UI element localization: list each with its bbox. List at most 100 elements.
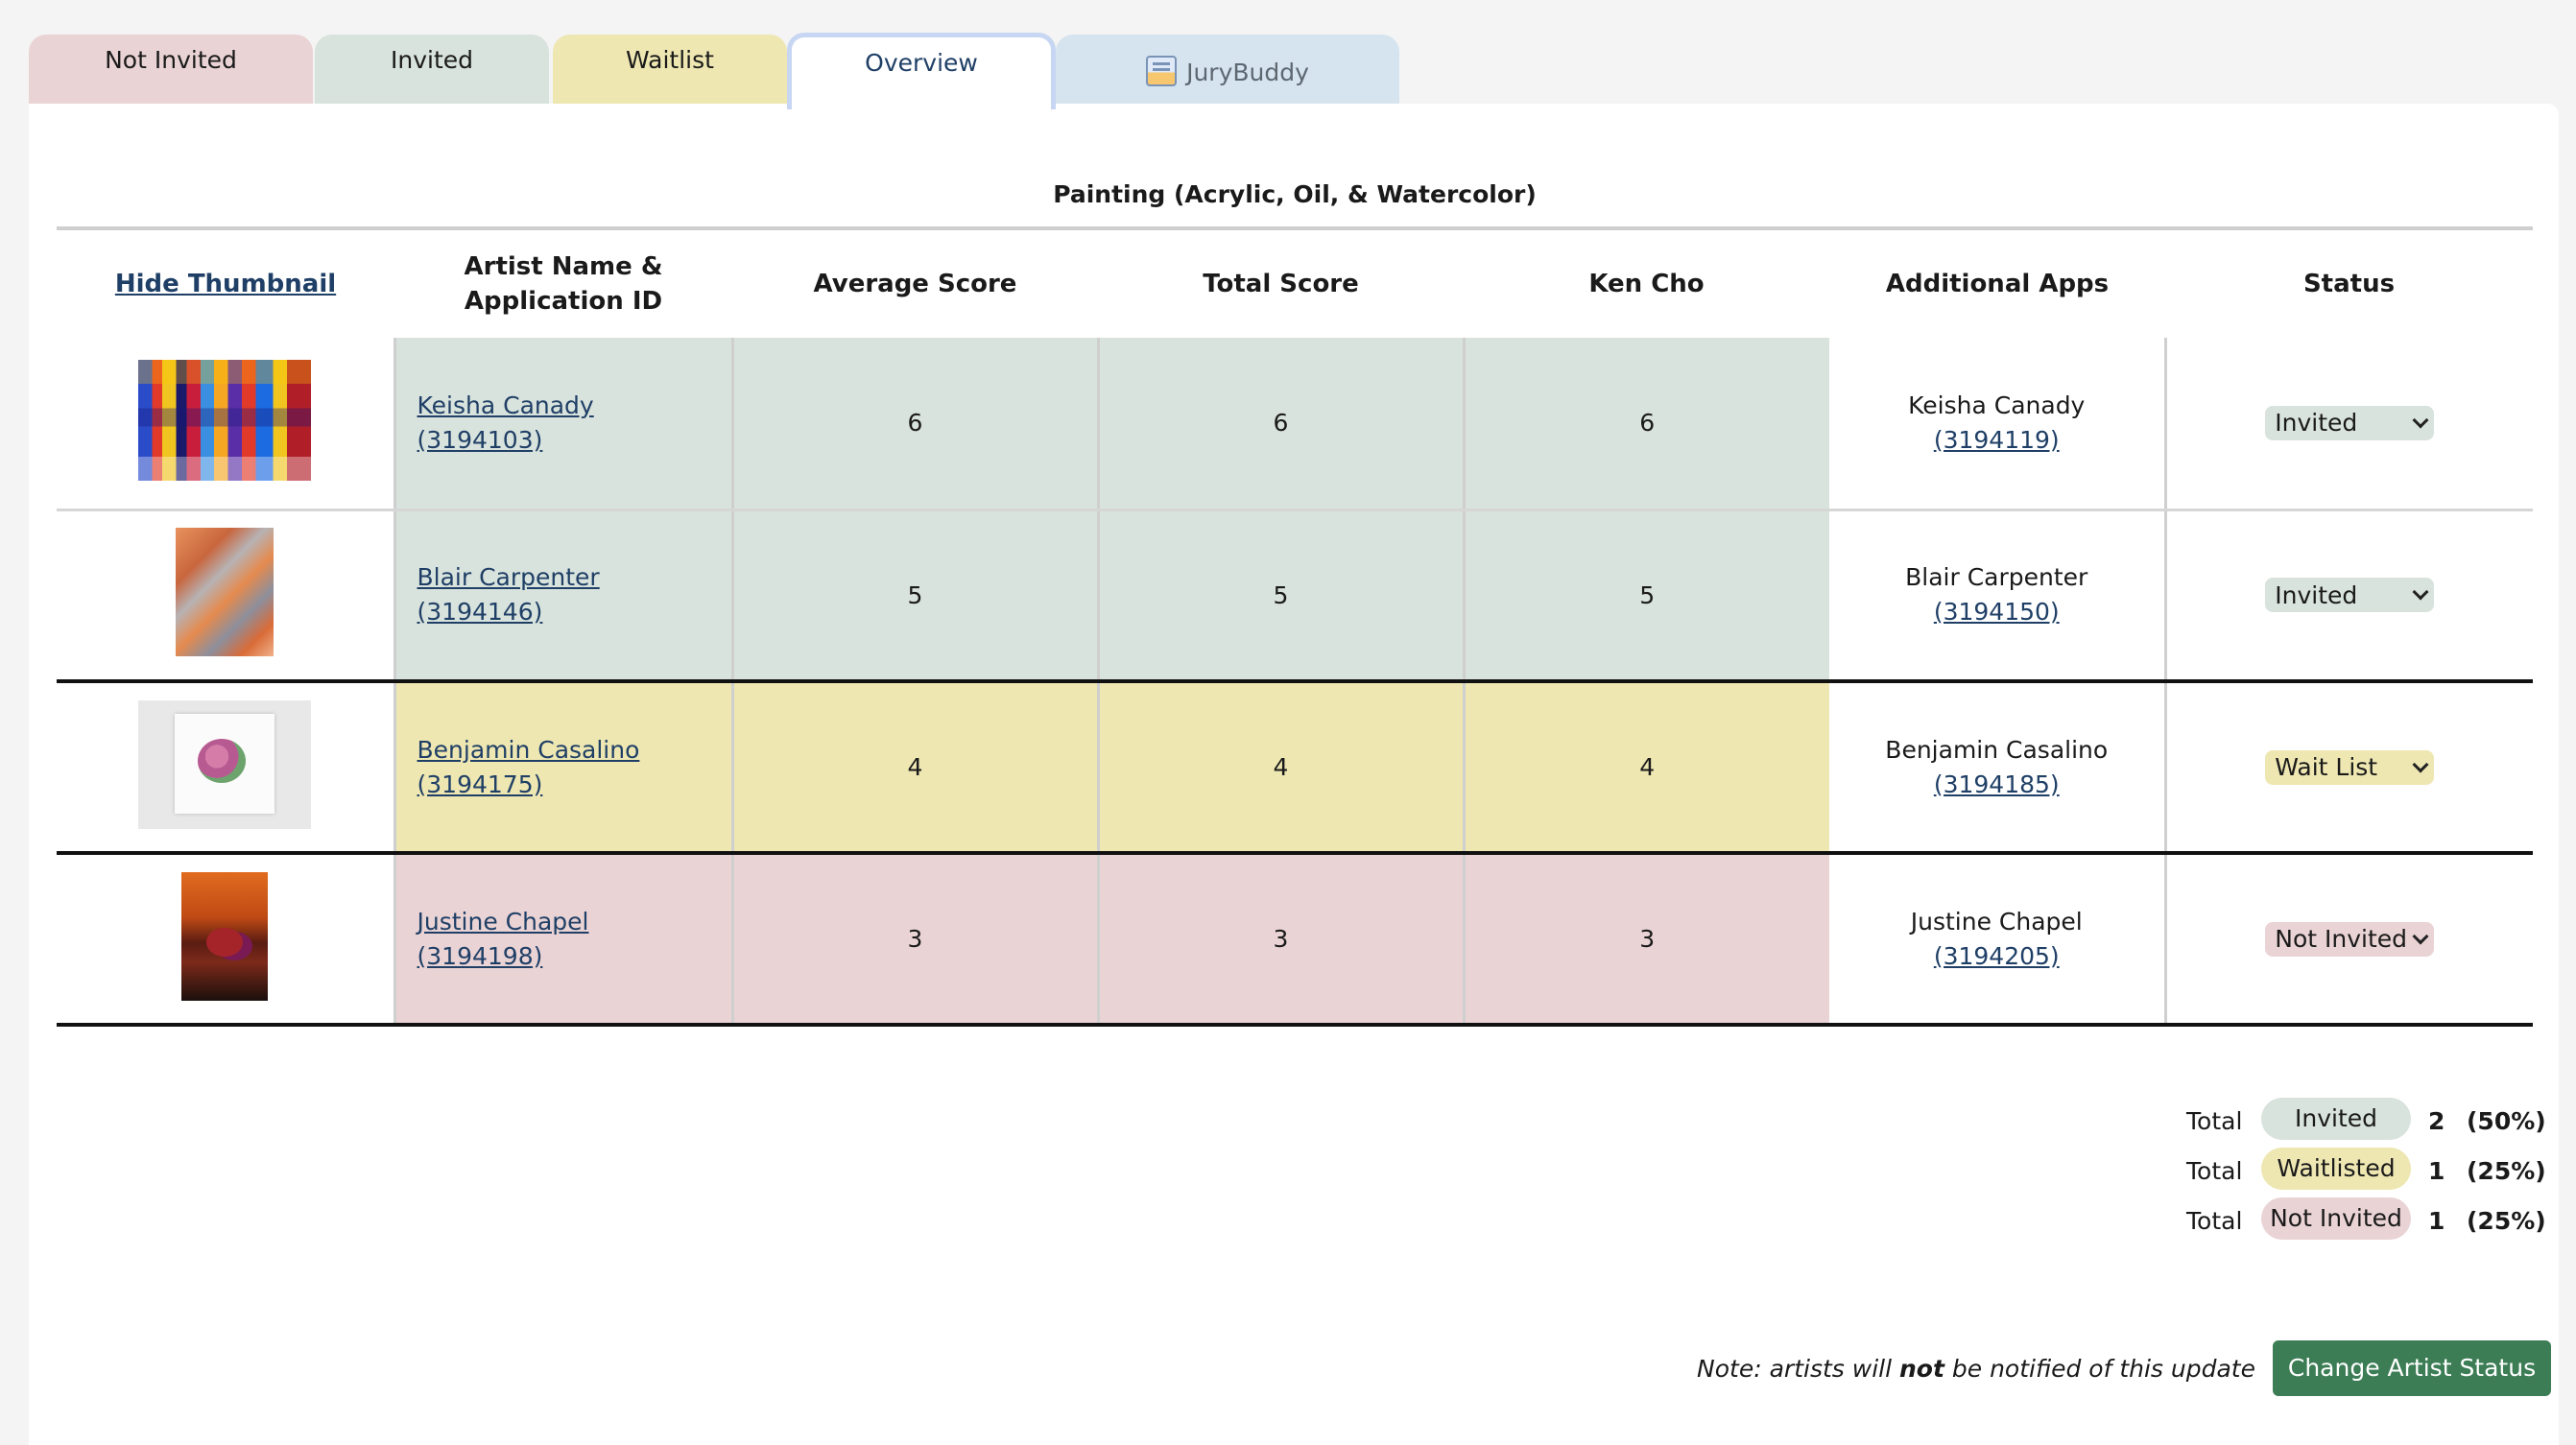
- thumbnail-cell: [57, 338, 394, 511]
- invited-badge: Invited: [2261, 1098, 2411, 1140]
- tab-jurybuddy[interactable]: JuryBuddy: [1056, 35, 1399, 104]
- artist-name-link[interactable]: Justine Chapel: [417, 907, 589, 936]
- status-totals: Total Invited 2 (50%) Total Waitlisted 1…: [2140, 1098, 2563, 1247]
- additional-app-name: Benjamin Casalino: [1885, 735, 2109, 764]
- tab-invited[interactable]: Invited: [315, 35, 549, 104]
- status-cell: Wait List: [2163, 681, 2533, 855]
- status-dropdown[interactable]: Invited: [2265, 405, 2435, 440]
- additional-app-link[interactable]: (3194205): [1933, 941, 2060, 970]
- header-status: Status: [2165, 226, 2533, 338]
- additional-app-name: Blair Carpenter: [1905, 563, 2088, 592]
- application-id-link[interactable]: (3194175): [417, 770, 543, 798]
- header-average-score: Average Score: [732, 226, 1098, 338]
- additional-app-link[interactable]: (3194119): [1933, 425, 2060, 454]
- juror-score: 6: [1462, 338, 1829, 511]
- application-id-link[interactable]: (3194146): [417, 598, 543, 627]
- tab-not-invited[interactable]: Not Invited: [29, 35, 313, 104]
- invited-percent: (50%): [2467, 1107, 2546, 1135]
- not-invited-percent: (25%): [2467, 1207, 2546, 1235]
- artist-cell: Blair Carpenter (3194146): [393, 509, 732, 683]
- artwork-thumbnail[interactable]: [138, 699, 312, 829]
- chevron-down-icon: [2412, 412, 2429, 429]
- tab-waitlist[interactable]: Waitlist: [553, 35, 787, 104]
- note-emphasis: not: [1898, 1355, 1944, 1383]
- total-not-invited-row: Total Not Invited 1 (25%): [2140, 1197, 2563, 1247]
- waitlisted-percent: (25%): [2467, 1157, 2546, 1185]
- header-juror: Ken Cho: [1464, 226, 1829, 338]
- hide-thumbnail-link[interactable]: Hide Thumbnail: [114, 270, 337, 298]
- application-id-link[interactable]: (3194198): [417, 941, 543, 970]
- additional-app-link[interactable]: (3194150): [1933, 598, 2060, 627]
- status-value: Wait List: [2275, 753, 2378, 781]
- artwork-thumbnail[interactable]: [138, 359, 312, 481]
- artist-cell: Keisha Canady (3194103): [393, 338, 732, 511]
- total-label: Total: [2186, 1107, 2243, 1135]
- change-artist-status-button[interactable]: Change Artist Status: [2273, 1340, 2551, 1396]
- additional-app-link[interactable]: (3194185): [1933, 770, 2060, 798]
- juror-score: 4: [1462, 681, 1829, 855]
- status-dropdown[interactable]: Wait List: [2265, 749, 2435, 785]
- total-waitlisted-row: Total Waitlisted 1 (25%): [2140, 1148, 2563, 1197]
- status-cell: Not Invited: [2163, 853, 2533, 1027]
- chevron-down-icon: [2412, 583, 2429, 601]
- juror-score: 5: [1462, 509, 1829, 683]
- total-invited-row: Total Invited 2 (50%): [2140, 1098, 2563, 1148]
- scores-table: Hide Thumbnail Artist Name & Application …: [57, 226, 2533, 1027]
- thumbnail-cell: [57, 853, 394, 1027]
- header-artist-line2: Application ID: [464, 287, 663, 316]
- table-row: Benjamin Casalino (3194175) 4 4 4 Benjami…: [57, 681, 2533, 855]
- artist-cell: Justine Chapel (3194198): [393, 853, 732, 1027]
- status-value: Not Invited: [2275, 925, 2408, 953]
- header-additional-apps: Additional Apps: [1829, 226, 2165, 338]
- total-label: Total: [2186, 1157, 2243, 1185]
- note-suffix: be notified of this update: [1944, 1355, 2255, 1383]
- thumbnail-cell: [57, 681, 394, 855]
- juror-score: 3: [1462, 853, 1829, 1027]
- status-value: Invited: [2275, 580, 2358, 609]
- tab-overview[interactable]: Overview: [787, 33, 1056, 109]
- status-dropdown[interactable]: Not Invited: [2265, 921, 2435, 957]
- artwork-thumbnail[interactable]: [181, 871, 269, 1001]
- status-dropdown[interactable]: Invited: [2265, 578, 2435, 613]
- header-artist: Artist Name & Application ID: [394, 226, 732, 338]
- artwork-thumbnail[interactable]: [176, 528, 274, 657]
- thumbnail-cell: [57, 509, 394, 683]
- additional-apps-cell: Blair Carpenter (3194150): [1829, 509, 2165, 683]
- jurybuddy-icon: [1146, 56, 1178, 86]
- total-label: Total: [2186, 1207, 2243, 1235]
- average-score: 4: [730, 681, 1098, 855]
- average-score: 6: [730, 338, 1098, 511]
- total-score: 5: [1096, 509, 1464, 683]
- application-id-link[interactable]: (3194103): [417, 425, 543, 454]
- status-cell: Invited: [2163, 338, 2533, 511]
- average-score: 3: [730, 853, 1098, 1027]
- artist-name-link[interactable]: Keisha Canady: [417, 391, 594, 419]
- overview-panel: Painting (Acrylic, Oil, & Watercolor) Hi…: [29, 104, 2559, 1445]
- additional-app-name: Justine Chapel: [1910, 907, 2083, 936]
- table-row: Keisha Canady (3194103) 6 6 6 Keisha Cana…: [57, 338, 2533, 511]
- tab-jurybuddy-label: JuryBuddy: [1186, 59, 1309, 86]
- category-title: Painting (Acrylic, Oil, & Watercolor): [1053, 180, 1537, 208]
- header-total-score: Total Score: [1098, 226, 1464, 338]
- table-header-row: Hide Thumbnail Artist Name & Application …: [57, 226, 2533, 338]
- status-value: Invited: [2275, 409, 2358, 438]
- additional-apps-cell: Justine Chapel (3194205): [1829, 853, 2165, 1027]
- chevron-down-icon: [2412, 756, 2429, 772]
- total-score: 4: [1096, 681, 1464, 855]
- artist-name-link[interactable]: Benjamin Casalino: [417, 735, 640, 764]
- table-row: Blair Carpenter (3194146) 5 5 5 Blair Car…: [57, 509, 2533, 683]
- header-thumbnail: Hide Thumbnail: [57, 226, 394, 338]
- artist-name-link[interactable]: Blair Carpenter: [417, 563, 600, 592]
- artist-cell: Benjamin Casalino (3194175): [393, 681, 732, 855]
- additional-app-name: Keisha Canady: [1908, 391, 2086, 419]
- note-prefix: Note: artists will: [1697, 1355, 1899, 1383]
- not-invited-badge: Not Invited: [2261, 1197, 2411, 1240]
- total-score: 6: [1096, 338, 1464, 511]
- waitlisted-badge: Waitlisted: [2261, 1148, 2411, 1190]
- total-score: 3: [1096, 853, 1464, 1027]
- status-cell: Invited: [2163, 509, 2533, 683]
- average-score: 5: [730, 509, 1098, 683]
- chevron-down-icon: [2412, 928, 2429, 944]
- not-invited-count: 1: [2428, 1207, 2445, 1235]
